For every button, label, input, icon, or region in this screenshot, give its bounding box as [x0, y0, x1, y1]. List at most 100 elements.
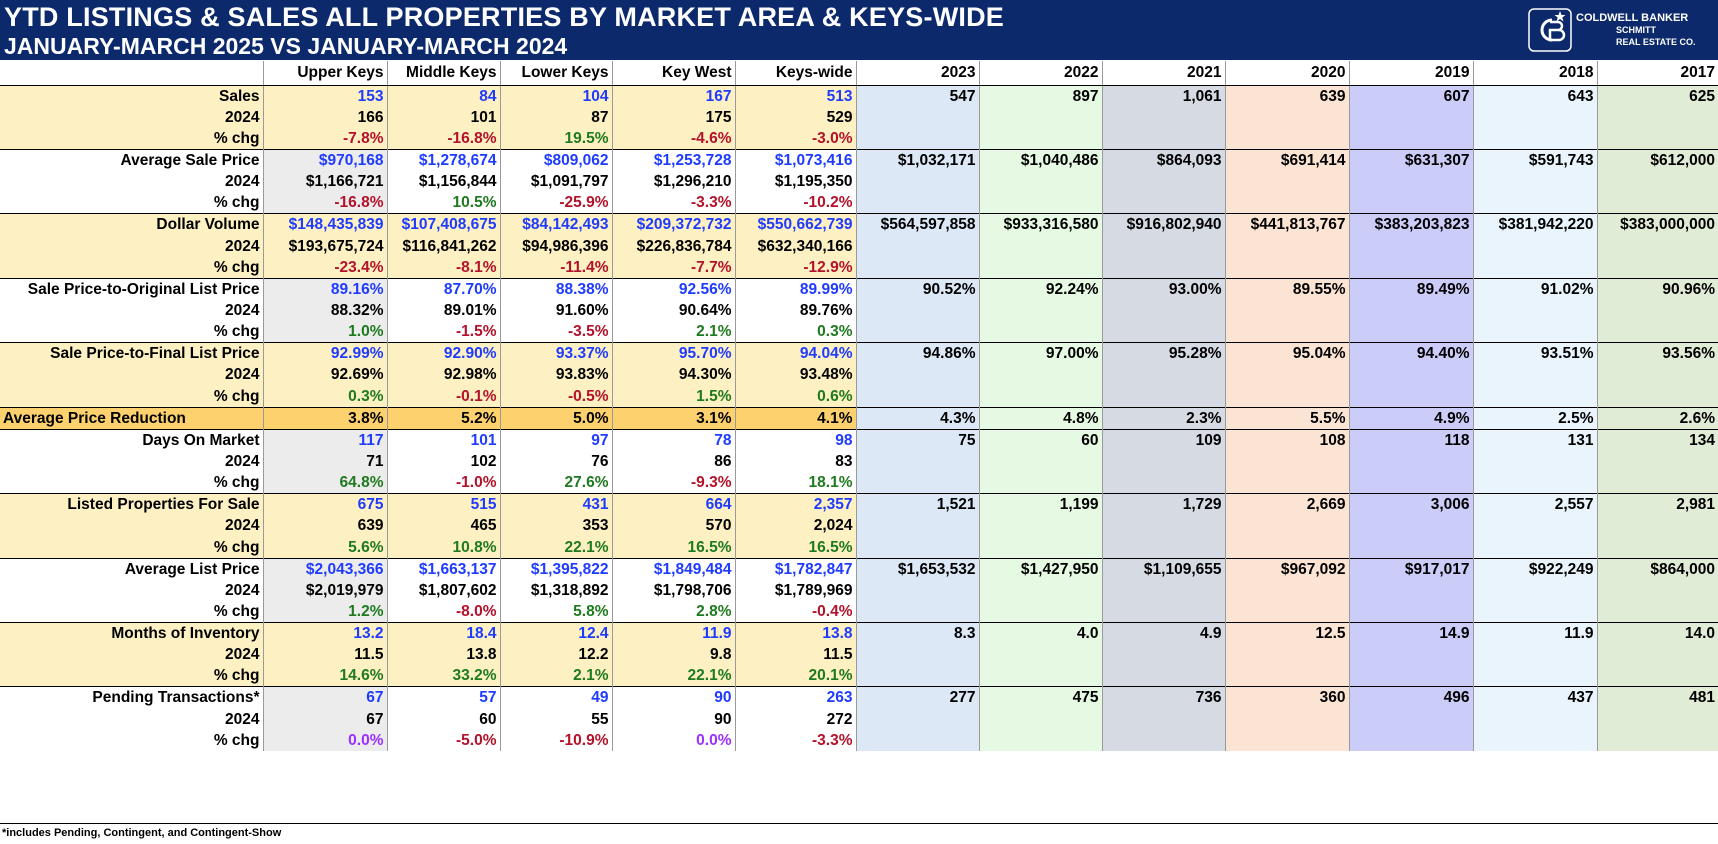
historical-value: 1,729 — [1101, 493, 1225, 559]
pct-change-row: % chg -16.8% 10.5% -25.9% -3.3% -10.2% — [0, 192, 1718, 214]
prior-year-label: 2024 — [0, 106, 263, 128]
prior-value: 76 — [499, 450, 612, 473]
historical-value: 92.24% — [978, 277, 1102, 343]
historical-value: 360 — [1224, 686, 1349, 752]
year-column-header: 2022 — [978, 61, 1102, 86]
column-header: Middle Keys — [386, 61, 500, 86]
pct-change-value: -12.9% — [734, 256, 856, 279]
current-value: $209,372,732 — [611, 213, 735, 236]
current-value: 78 — [611, 428, 735, 451]
pct-change-value: -3.3% — [734, 729, 856, 752]
prior-value: 92.69% — [262, 364, 387, 386]
pct-change-value: -16.8% — [262, 192, 387, 214]
metric-label: Sale Price-to-Original List Price — [0, 277, 263, 300]
historical-value: 90.96% — [1596, 277, 1718, 343]
prior-value: 88.32% — [262, 299, 387, 322]
current-value: 88.38% — [499, 277, 612, 300]
pct-change-label: % chg — [0, 665, 263, 687]
historical-value: $864,000 — [1596, 557, 1718, 623]
current-value: 675 — [262, 493, 387, 516]
current-value: 513 — [734, 84, 856, 107]
pct-change-row: % chg 14.6% 33.2% 2.1% 22.1% 20.1% — [0, 665, 1718, 687]
prior-value: 639 — [262, 515, 387, 537]
historical-value: $383,203,823 — [1348, 213, 1473, 279]
pct-change-value: 1.2% — [262, 601, 387, 623]
pct-change-label: % chg — [0, 536, 263, 559]
historical-value: $1,109,655 — [1101, 557, 1225, 623]
prior-value: $632,340,166 — [734, 235, 856, 257]
current-value: 89.16% — [262, 277, 387, 300]
metric-label: Months of Inventory — [0, 622, 263, 644]
pct-change-value: 18.1% — [734, 472, 856, 494]
pct-change-value: -11.4% — [499, 256, 612, 279]
pct-change-label: % chg — [0, 192, 263, 214]
prior-year-label: 2024 — [0, 515, 263, 537]
historical-value: 134 — [1596, 428, 1718, 494]
pct-change-value: -1.5% — [386, 321, 500, 343]
pct-change-value: 0.6% — [734, 385, 856, 408]
current-value: $1,253,728 — [611, 148, 735, 171]
year-column-header: 2019 — [1348, 61, 1473, 86]
prior-value: 89.01% — [386, 299, 500, 322]
current-value: 49 — [499, 686, 612, 709]
historical-value: 94.40% — [1348, 342, 1473, 408]
prior-value: 13.8 — [386, 644, 500, 666]
historical-value: $1,653,532 — [855, 557, 979, 623]
pct-change-value: -10.9% — [499, 729, 612, 752]
prior-value: $1,195,350 — [734, 170, 856, 193]
pct-change-value: 19.5% — [499, 127, 612, 150]
current-value: $84,142,493 — [499, 213, 612, 236]
historical-value: 897 — [978, 84, 1102, 150]
prior-value: 90.64% — [611, 299, 735, 322]
pct-change-label: % chg — [0, 729, 263, 752]
prior-value: $1,789,969 — [734, 579, 856, 601]
prior-value: 11.5 — [734, 644, 856, 666]
current-value: 92.56% — [611, 277, 735, 300]
year-column-header: 2018 — [1472, 61, 1597, 86]
historical-value: $381,942,220 — [1472, 213, 1597, 279]
prior-year-label: 2024 — [0, 644, 263, 666]
current-value: 11.9 — [611, 622, 735, 644]
price-reduction-value: 5.2% — [386, 406, 500, 430]
prior-value: 2,024 — [734, 515, 856, 537]
pct-change-value: 2.8% — [611, 601, 735, 623]
pct-change-value: 10.8% — [386, 536, 500, 559]
metric-row: Pending Transactions* 67 57 49 90 263 277 475 73… — [0, 686, 1718, 752]
pct-change-value: -0.1% — [386, 385, 500, 408]
pct-change-value: -8.1% — [386, 256, 500, 279]
current-value: $148,435,839 — [262, 213, 387, 236]
current-value: 92.99% — [262, 342, 387, 365]
historical-value: 93.00% — [1101, 277, 1225, 343]
historical-value: $917,017 — [1348, 557, 1473, 623]
pct-change-value: 0.3% — [734, 321, 856, 343]
prior-value: $2,019,979 — [262, 579, 387, 601]
footnote: *includes Pending, Contingent, and Conti… — [2, 827, 282, 839]
pct-change-value: 16.5% — [734, 536, 856, 559]
metric-label: Sale Price-to-Final List Price — [0, 342, 263, 365]
historical-value: 93.51% — [1472, 342, 1597, 408]
price-reduction-value: 5.0% — [499, 406, 612, 430]
historical-value: 1,061 — [1101, 84, 1225, 150]
prior-value: 11.5 — [262, 644, 387, 666]
current-value: $107,408,675 — [386, 213, 500, 236]
prior-value: 60 — [386, 708, 500, 730]
historical-value: $691,414 — [1224, 148, 1349, 214]
price-reduction-value: 4.1% — [734, 406, 856, 430]
current-value: 93.37% — [499, 342, 612, 365]
pct-change-label: % chg — [0, 601, 263, 623]
current-value: $1,073,416 — [734, 148, 856, 171]
pct-change-value: 2.1% — [499, 665, 612, 687]
pct-change-label: % chg — [0, 256, 263, 279]
metric-row: Average List Price $2,043,366 $1,663,137 $1… — [0, 557, 1718, 623]
historical-value: 607 — [1348, 84, 1473, 150]
prior-value: $94,986,396 — [499, 235, 612, 257]
current-value: 2,357 — [734, 493, 856, 516]
current-value: 18.4 — [386, 622, 500, 644]
historical-value: 2,981 — [1596, 493, 1718, 559]
price-reduction-year: 2.6% — [1596, 406, 1718, 430]
pct-change-value: 1.0% — [262, 321, 387, 343]
price-reduction-year: 2.3% — [1101, 406, 1225, 430]
prior-value: 465 — [386, 515, 500, 537]
price-reduction-value: 3.1% — [611, 406, 735, 430]
pct-change-value: 0.0% — [611, 729, 735, 752]
